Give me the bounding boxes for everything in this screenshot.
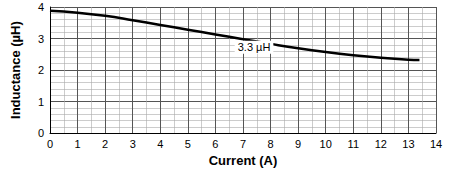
svg-text:12: 12 [375, 138, 387, 150]
svg-text:0: 0 [38, 127, 44, 139]
svg-text:3: 3 [38, 33, 44, 45]
svg-text:14: 14 [430, 138, 442, 150]
svg-text:8: 8 [268, 138, 274, 150]
svg-text:4: 4 [157, 138, 163, 150]
svg-text:3.3 µH: 3.3 µH [238, 41, 271, 53]
svg-text:10: 10 [320, 138, 332, 150]
svg-text:13: 13 [402, 138, 414, 150]
svg-text:Inductance (µH): Inductance (µH) [8, 21, 23, 119]
svg-text:7: 7 [240, 138, 246, 150]
svg-text:3: 3 [130, 138, 136, 150]
svg-text:5: 5 [185, 138, 191, 150]
svg-text:Current (A): Current (A) [209, 153, 278, 168]
svg-text:1: 1 [75, 138, 81, 150]
svg-text:9: 9 [295, 138, 301, 150]
svg-text:6: 6 [212, 138, 218, 150]
svg-text:2: 2 [38, 64, 44, 76]
svg-text:11: 11 [348, 138, 359, 150]
svg-text:4: 4 [38, 1, 44, 13]
svg-text:2: 2 [102, 138, 108, 150]
svg-text:0: 0 [47, 138, 53, 150]
svg-text:1: 1 [38, 96, 44, 108]
